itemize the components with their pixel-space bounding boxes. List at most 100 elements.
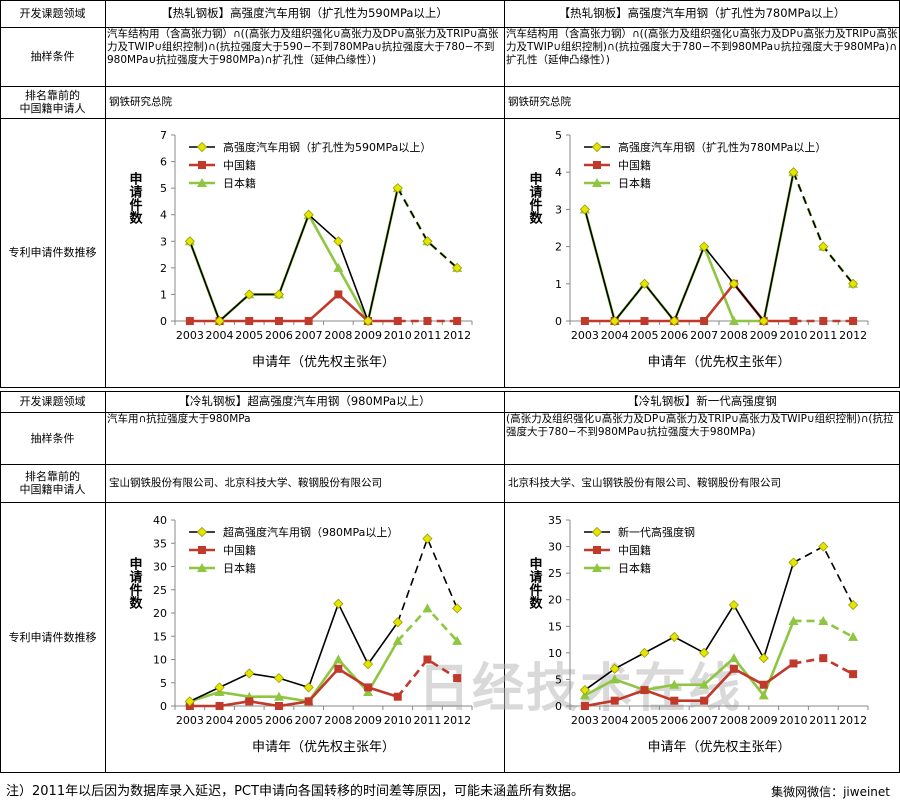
data-point <box>392 617 403 628</box>
field-title-left: 【热轧钢板】高强度汽车用钢（扩孔性为590MPa以上） <box>161 6 448 20</box>
y-tick-label: 15 <box>153 630 167 643</box>
x-tick-label: 2005 <box>235 714 263 727</box>
data-point <box>700 696 709 705</box>
series-line-2 <box>189 640 399 703</box>
legend-label: 新一代高强度钢 <box>618 525 695 539</box>
footnote: 注）2011年以后因为数据库录入延迟，PCT申请向各国转移的时间差等原因，可能未… <box>6 784 584 799</box>
row-label-applicant: 排名靠前的 中国籍申请人 <box>0 464 105 502</box>
data-point <box>848 631 859 641</box>
x-tick-label: 2007 <box>295 714 323 727</box>
data-point <box>789 659 798 668</box>
chart-svg: 0 1 2 3 4 5 6 7 2003 2004 2005 2006 2007 2008 2009 2010… <box>127 129 473 370</box>
legend-marker <box>591 141 603 153</box>
row-label-applicant-line1: 排名靠前的 <box>25 89 80 102</box>
x-tick-label: 2012 <box>443 329 471 342</box>
y-tick-label: 2 <box>160 262 167 275</box>
data-point <box>333 654 344 664</box>
y-tick-label: 25 <box>548 567 562 580</box>
condition-text-right: 汽车结构用（含高张力钢）∩((高张力及组织强化∪高张力及DP∪高张力及TRIP∪… <box>506 28 898 66</box>
legend-label: 高强度汽车用钢（扩孔性为780MPa以上） <box>618 140 826 154</box>
chart-3: 0 5 10 15 20 25 30 35 40 2003 2004 2005 2006 2007 2008… <box>112 506 500 768</box>
data-point <box>669 315 680 327</box>
data-point <box>788 167 799 178</box>
table-rule <box>0 464 900 465</box>
data-point <box>334 664 343 673</box>
data-point <box>452 635 463 645</box>
data-point <box>363 687 374 697</box>
x-tick-label: 2008 <box>324 714 352 727</box>
x-tick-label: 2006 <box>265 714 293 727</box>
data-point <box>818 615 829 625</box>
applicant-text-right: 钢铁研究总院 <box>508 95 571 108</box>
x-tick-label: 2003 <box>176 329 204 342</box>
x-tick-label: 2004 <box>206 714 234 727</box>
x-tick-label: 2004 <box>206 329 234 342</box>
x-tick-label: 2009 <box>750 714 778 727</box>
x-tick-label: 2010 <box>780 714 808 727</box>
data-point <box>214 682 225 693</box>
legend-marker <box>593 161 601 169</box>
data-point <box>362 659 374 670</box>
data-point <box>333 262 344 272</box>
legend-label: 日本籍 <box>223 561 256 575</box>
y-tick-label: 5 <box>160 677 167 690</box>
data-point <box>639 647 650 658</box>
data-point <box>274 702 283 710</box>
data-point <box>610 696 619 705</box>
series-line-2 <box>583 171 795 324</box>
x-tick-label: 2008 <box>324 329 352 342</box>
x-axis-label: 申请年（优先权主张年） <box>252 739 395 755</box>
table-rule <box>0 772 900 773</box>
data-point <box>849 317 858 325</box>
data-point <box>699 647 710 658</box>
x-tick-label: 2011 <box>809 329 837 342</box>
y-tick-label: 3 <box>555 203 562 216</box>
applicant-text-left: 钢铁研究总院 <box>109 95 172 108</box>
data-point <box>422 533 433 544</box>
y-tick-label: 0 <box>160 700 167 713</box>
data-point <box>303 682 314 693</box>
chart-4: 0 5 10 15 20 25 30 35 2003 2004 2005 2006 2007 2008 20… <box>512 506 896 768</box>
data-point <box>334 290 343 299</box>
y-tick-label: 10 <box>548 647 562 660</box>
y-tick-label: 1 <box>160 288 167 301</box>
data-point <box>728 278 739 289</box>
data-point <box>669 679 680 689</box>
table-rule <box>504 391 505 772</box>
data-point <box>392 183 403 194</box>
data-point <box>818 541 829 552</box>
legend-marker <box>593 546 601 554</box>
y-tick-label: 0 <box>555 700 562 713</box>
x-tick-label: 2009 <box>354 714 382 727</box>
data-point <box>184 236 195 247</box>
data-point <box>333 598 344 609</box>
series-line-0 <box>584 562 795 691</box>
x-tick-label: 2008 <box>720 714 748 727</box>
row-label-field: 开发课题领域 <box>19 7 86 20</box>
data-point <box>273 289 285 300</box>
data-point <box>393 692 402 701</box>
y-tick-label: 4 <box>555 166 562 179</box>
row-label-condition: 抽样条件 <box>30 50 75 63</box>
legend-label: 中国籍 <box>223 158 256 172</box>
legend-label: 中国籍 <box>618 158 651 172</box>
row-label-applicant-line1: 排名靠前的 <box>25 470 80 483</box>
field-title-right: 【热轧钢板】高强度汽车用钢（扩孔性为780MPa以上） <box>558 6 846 20</box>
row-label-applicant-line2: 中国籍申请人 <box>19 102 86 115</box>
legend-marker <box>197 178 207 187</box>
comparison-table: 开发课题领域 抽样条件 排名靠前的 中国籍申请人 专利申请件数推移 【热轧钢板】高强度汽车… <box>0 0 900 773</box>
y-tick-label: 2 <box>555 241 562 254</box>
y-tick-label: 0 <box>160 315 167 328</box>
legend-marker <box>592 178 602 187</box>
condition-text-right: (高张力及组织强化∪高张力及DP∪高张力及TRIP∪高张力及TWIP∪组织控制)… <box>506 413 894 438</box>
table-rule <box>105 0 106 387</box>
x-tick-label: 2005 <box>631 714 659 727</box>
x-tick-label: 2006 <box>660 329 688 342</box>
x-tick-label: 2010 <box>384 329 412 342</box>
data-point <box>700 317 709 325</box>
x-axis-label: 申请年（优先权主张年） <box>647 739 790 755</box>
x-tick-label: 2009 <box>750 329 778 342</box>
x-axis-label: 申请年（优先权主张年） <box>647 354 790 370</box>
x-tick-label: 2007 <box>690 714 718 727</box>
